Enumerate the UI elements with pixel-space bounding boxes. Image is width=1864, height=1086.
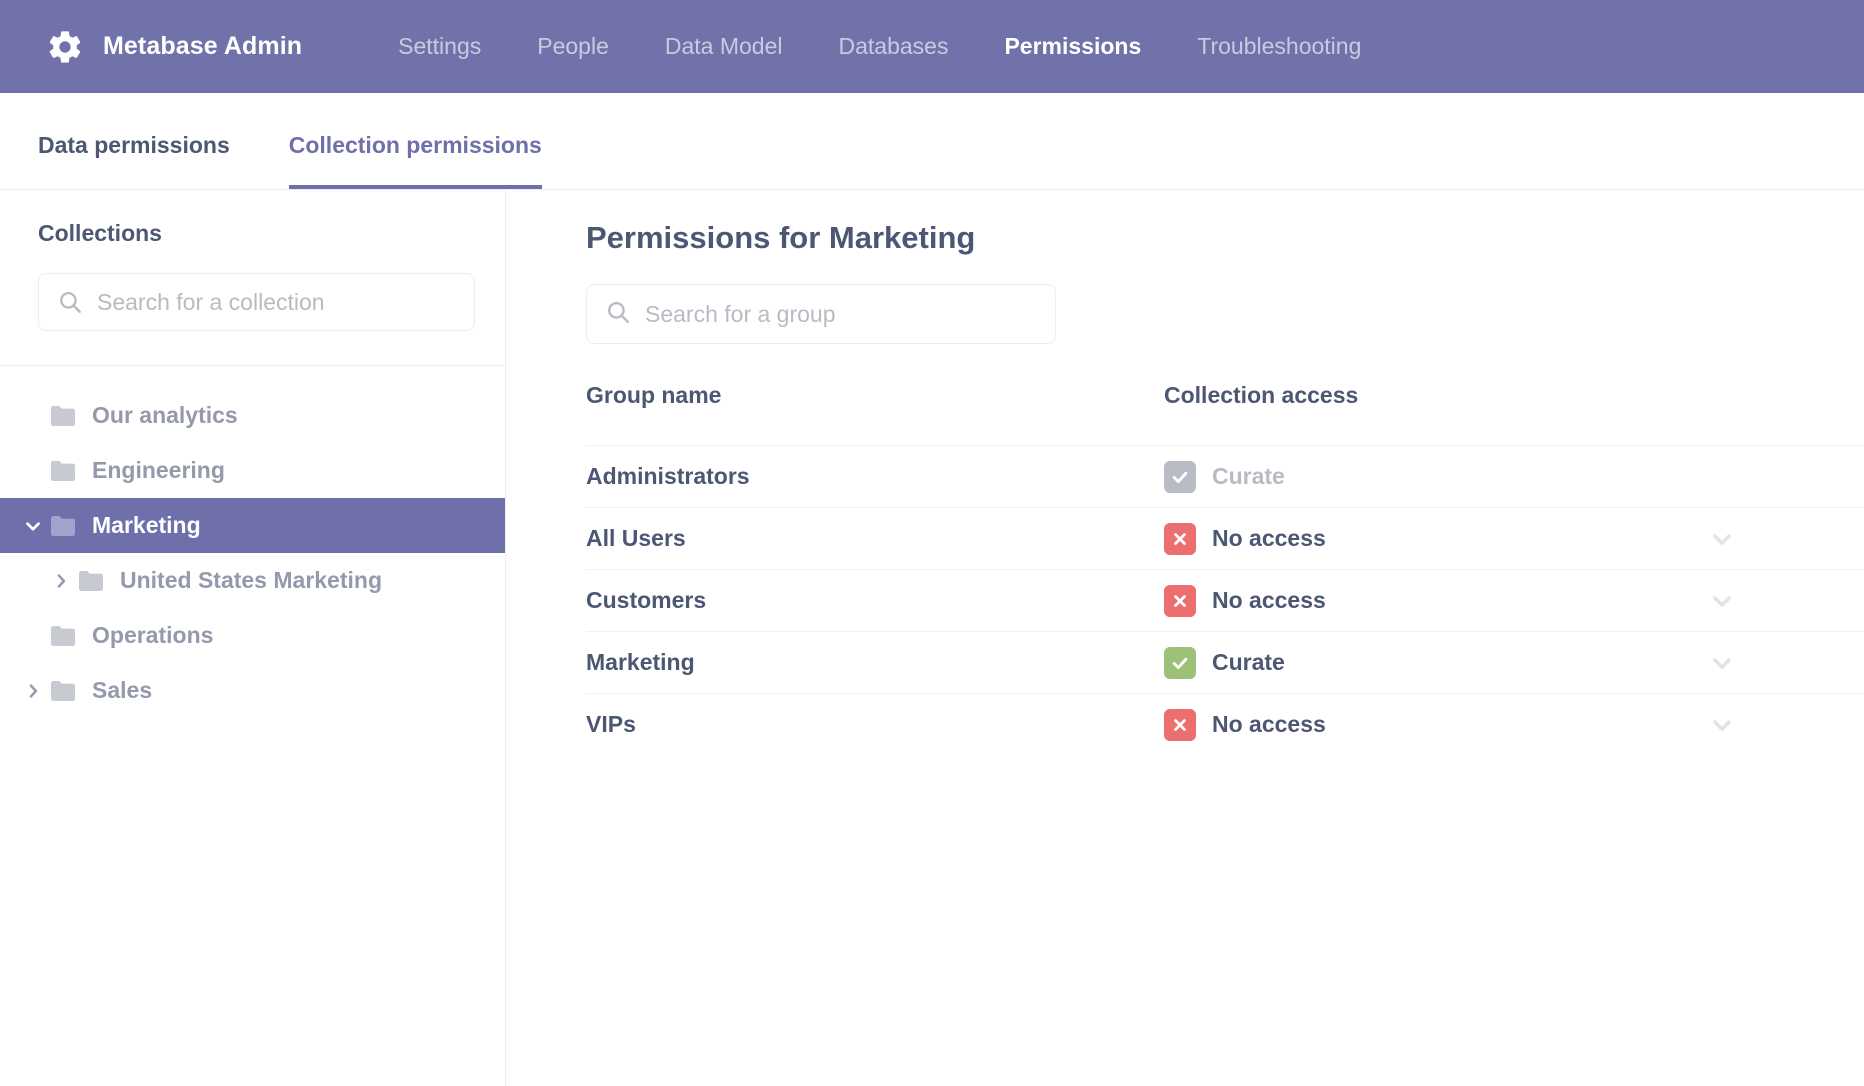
- chevron-right-icon[interactable]: [16, 681, 50, 701]
- table-row: VIPs No access: [586, 693, 1864, 756]
- group-search-input[interactable]: Search for a group: [586, 284, 1056, 344]
- access-cell[interactable]: No access: [1164, 507, 1664, 570]
- chevron-down-icon[interactable]: [1708, 649, 1864, 677]
- access-label: No access: [1212, 711, 1326, 738]
- group-name-cell: Marketing: [586, 631, 1164, 694]
- sidebar-header: Collections Search for a collection: [0, 190, 505, 365]
- tab-data-permissions[interactable]: Data permissions: [38, 132, 230, 158]
- sidebar-item-label: Marketing: [92, 512, 201, 538]
- page-title: Permissions for Marketing: [586, 220, 976, 255]
- column-header-collection-access: Collection access: [1164, 382, 1359, 408]
- nav-item-settings[interactable]: Settings: [398, 33, 482, 59]
- access-cell[interactable]: Curate: [1164, 631, 1664, 694]
- check-icon: [1164, 460, 1196, 493]
- access-label: Curate: [1212, 649, 1285, 675]
- table-row: Marketing Curate: [586, 631, 1864, 694]
- page-body: Collections Search for a collection Our …: [0, 190, 1864, 1086]
- access-label: No access: [1212, 587, 1326, 613]
- access-dropdown-cell[interactable]: [1664, 507, 1864, 570]
- table-row: Customers No access: [586, 569, 1864, 632]
- chevron-right-icon[interactable]: [44, 571, 78, 591]
- folder-icon: [50, 625, 92, 647]
- search-icon: [57, 289, 83, 315]
- sidebar-item-marketing[interactable]: Marketing: [0, 498, 505, 553]
- chevron-down-icon[interactable]: [1708, 525, 1864, 553]
- nav-item-permissions[interactable]: Permissions: [1004, 33, 1142, 59]
- access-cell: Curate: [1164, 445, 1664, 508]
- search-icon: [605, 299, 631, 330]
- admin-top-nav: Metabase Admin Settings People Data Mode…: [0, 0, 1864, 93]
- sidebar-item-label: Our analytics: [92, 402, 238, 428]
- group-name-cell: Customers: [586, 569, 1164, 632]
- nav-item-people[interactable]: People: [537, 33, 609, 59]
- folder-icon: [50, 515, 92, 537]
- folder-icon: [50, 460, 92, 482]
- primary-nav: Settings People Data Model Databases Per…: [370, 33, 1389, 60]
- group-search-placeholder: Search for a group: [645, 300, 836, 327]
- nav-item-data-model[interactable]: Data Model: [664, 33, 783, 59]
- column-header-group-name: Group name: [586, 382, 722, 408]
- sidebar-item-operations[interactable]: Operations: [0, 608, 505, 663]
- sidebar-item-label: Engineering: [92, 457, 225, 483]
- access-cell[interactable]: No access: [1164, 569, 1664, 632]
- nav-item-databases[interactable]: Databases: [838, 33, 949, 59]
- chevron-down-icon[interactable]: [1708, 711, 1864, 739]
- table-row: Administrators Curate: [586, 445, 1864, 508]
- sidebar-item-label: Operations: [92, 622, 214, 648]
- collection-tree: Our analytics Engineering Marketing: [0, 365, 505, 718]
- access-cell[interactable]: No access: [1164, 693, 1664, 756]
- group-name-cell: VIPs: [586, 693, 1164, 756]
- access-dropdown-cell[interactable]: [1664, 631, 1864, 694]
- cross-icon: [1164, 708, 1196, 741]
- collection-search-input[interactable]: Search for a collection: [38, 273, 475, 331]
- group-name-cell: All Users: [586, 507, 1164, 570]
- brand-title: Metabase Admin: [103, 32, 303, 60]
- access-label: No access: [1212, 525, 1326, 551]
- chevron-down-icon[interactable]: [16, 515, 50, 537]
- brand[interactable]: Metabase Admin: [46, 28, 302, 66]
- table-header-row: Group name Collection access: [586, 382, 1864, 446]
- chevron-down-icon[interactable]: [1708, 587, 1864, 615]
- sidebar-item-label: United States Marketing: [120, 567, 382, 593]
- sidebar-item-united-states-marketing[interactable]: United States Marketing: [0, 553, 505, 608]
- cross-icon: [1164, 584, 1196, 617]
- folder-icon: [78, 570, 120, 592]
- permissions-table: Group name Collection access Administrat…: [586, 382, 1864, 756]
- cross-icon: [1164, 522, 1196, 555]
- access-dropdown-cell[interactable]: [1664, 693, 1864, 756]
- access-dropdown-cell[interactable]: [1664, 569, 1864, 632]
- collections-sidebar: Collections Search for a collection Our …: [0, 190, 506, 1086]
- folder-icon: [50, 405, 92, 427]
- sidebar-title: Collections: [38, 220, 162, 246]
- tab-collection-permissions[interactable]: Collection permissions: [288, 132, 542, 189]
- permissions-main-panel: Permissions for Marketing Search for a g…: [506, 190, 1864, 1086]
- permissions-tabs: Data permissions Collection permissions: [0, 93, 1864, 190]
- gear-icon: [46, 28, 84, 66]
- group-name-cell: Administrators: [586, 445, 1164, 508]
- sidebar-item-label: Sales: [92, 677, 153, 703]
- nav-item-troubleshooting[interactable]: Troubleshooting: [1197, 33, 1362, 59]
- access-dropdown-cell: [1664, 445, 1864, 508]
- table-row: All Users No access: [586, 507, 1864, 570]
- collection-search-placeholder: Search for a collection: [97, 288, 325, 315]
- sidebar-item-our-analytics[interactable]: Our analytics: [0, 388, 505, 443]
- sidebar-item-engineering[interactable]: Engineering: [0, 443, 505, 498]
- folder-icon: [50, 680, 92, 702]
- sidebar-item-sales[interactable]: Sales: [0, 663, 505, 718]
- access-label: Curate: [1212, 463, 1285, 489]
- check-icon: [1164, 646, 1196, 679]
